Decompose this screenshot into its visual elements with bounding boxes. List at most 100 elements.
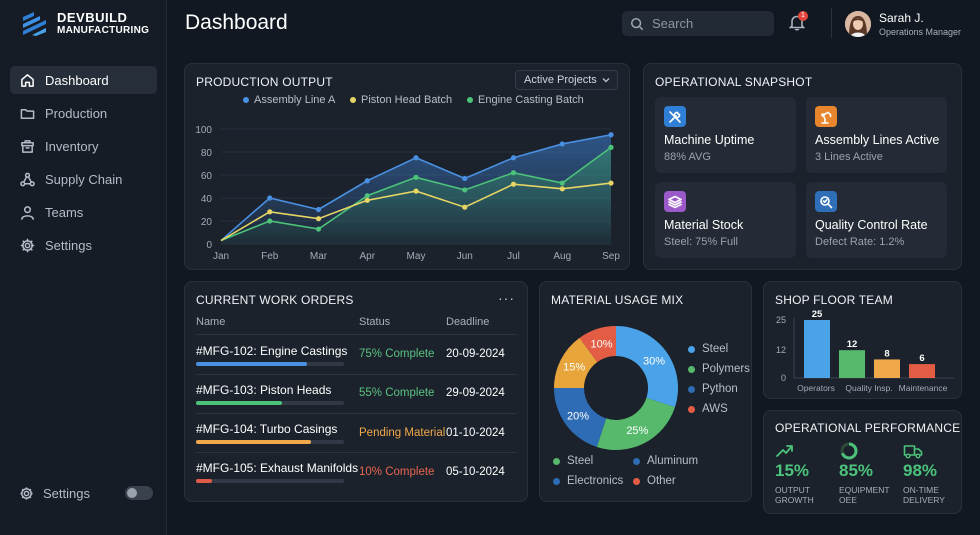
donut-slice[interactable] [579, 326, 616, 363]
gear-icon [20, 238, 35, 252]
data-point[interactable] [364, 178, 370, 184]
legend-item: Piston Head Batch [350, 94, 452, 106]
data-point[interactable] [413, 188, 419, 194]
data-point[interactable] [510, 155, 517, 161]
data-point[interactable] [315, 206, 322, 213]
data-point[interactable] [364, 193, 370, 199]
notifications-button[interactable]: 1 [788, 11, 808, 32]
progress-bar [196, 401, 344, 405]
network-icon [20, 172, 35, 186]
user-name[interactable]: Sarah J. [879, 11, 924, 25]
progress-bar [196, 479, 344, 483]
snapshot-card-machine-uptime[interactable]: Machine Uptime 88% AVG [655, 97, 796, 173]
home-icon [21, 73, 34, 87]
y-tick-label: 100 [195, 125, 212, 136]
legend-item: Python [688, 383, 738, 395]
folder-icon [20, 108, 35, 119]
card-title: Machine Uptime [664, 133, 755, 147]
data-point[interactable] [267, 209, 273, 215]
legend-dot [243, 97, 249, 103]
card-subtitle: 3 Lines Active [815, 151, 883, 163]
data-point[interactable] [413, 155, 419, 161]
donut-slice[interactable] [554, 337, 598, 388]
avatar[interactable] [845, 11, 871, 37]
panel-title: CURRENT WORK ORDERS [196, 293, 354, 307]
data-point[interactable] [559, 186, 565, 192]
sidebar-item-teams[interactable]: Teams [10, 198, 157, 226]
data-point[interactable] [364, 197, 370, 203]
data-point[interactable] [315, 226, 322, 232]
production-chart: 0 20 40 60 80 100 Jan Feb Mar Apr May Jun Jul Aug Sep [195, 125, 620, 262]
legend-item: AWS [688, 403, 728, 415]
bar[interactable] [804, 320, 830, 378]
category-label: Operators [797, 383, 835, 393]
page-title: Dashboard [185, 11, 288, 34]
legend-label: Python [702, 383, 738, 395]
bar[interactable] [839, 350, 865, 378]
data-point[interactable] [413, 174, 419, 180]
more-options-button[interactable]: ··· [498, 290, 515, 306]
project-filter-dropdown[interactable]: Active Projects [515, 70, 618, 90]
sidebar-item-label: Production [45, 105, 108, 121]
column-header-deadline[interactable]: Deadline [446, 316, 490, 328]
legend-dot [688, 365, 695, 373]
column-header-name[interactable]: Name [196, 316, 226, 328]
sidebar-item-dashboard[interactable]: Dashboard [10, 66, 157, 94]
sidebar-item-production[interactable]: Production [10, 99, 157, 127]
sidebar-item-settings[interactable]: Settings [10, 231, 157, 259]
progress-fill [196, 401, 282, 405]
legend-item: Engine Casting Batch [467, 94, 584, 106]
operational-snapshot-panel: OPERATIONAL SNAPSHOT Machine Uptime 88% … [643, 63, 962, 270]
legend-dot [633, 477, 640, 485]
brand-logo-icon [23, 12, 46, 36]
data-point[interactable] [510, 181, 517, 187]
order-deadline: 20-09-2024 [446, 348, 505, 360]
snapshot-card-quality-control[interactable]: Quality Control Rate Defect Rate: 1.2% [806, 182, 947, 258]
data-point[interactable] [462, 187, 468, 193]
data-point[interactable] [315, 216, 322, 222]
truck-icon [903, 445, 923, 459]
legend-dot [688, 385, 695, 393]
legend-item: Other [633, 475, 676, 487]
legend-label: Engine Casting Batch [478, 94, 584, 106]
legend-dot [688, 345, 695, 353]
theme-toggle[interactable] [125, 486, 153, 500]
donut-slice[interactable] [554, 388, 607, 447]
progress-bar [196, 362, 344, 366]
metric-value: 85% [839, 461, 874, 480]
snapshot-card-assembly-lines[interactable]: Assembly Lines Active 3 Lines Active [806, 97, 947, 173]
data-point[interactable] [462, 204, 468, 210]
sidebar-item-supply-chain[interactable]: Supply Chain [10, 165, 157, 193]
donut-slice[interactable] [596, 397, 675, 450]
data-point[interactable] [559, 141, 565, 147]
data-point[interactable] [267, 218, 273, 224]
bar[interactable] [874, 359, 900, 378]
production-output-panel: PRODUCTION OUTPUT Active Projects Assemb… [184, 63, 630, 270]
brand-subname: MANUFACTURING [57, 25, 150, 36]
bottom-settings[interactable]: Settings [19, 484, 153, 502]
panel-title: PRODUCTION OUTPUT [196, 75, 333, 89]
y-tick-label: 0 [206, 240, 212, 251]
data-point[interactable] [559, 180, 565, 186]
progress-bar [196, 440, 344, 444]
snapshot-card-material-stock[interactable]: Material Stock Steel: 75% Full [655, 182, 796, 258]
x-tick-label: Apr [359, 251, 375, 262]
legend-label: Other [647, 475, 676, 487]
sidebar-item-label: Teams [45, 204, 84, 220]
data-point[interactable] [608, 132, 614, 138]
y-tick-label: 0 [781, 373, 786, 383]
bar[interactable] [909, 364, 935, 378]
data-point[interactable] [608, 144, 614, 150]
sidebar-item-inventory[interactable]: Inventory [10, 132, 157, 160]
donut-slice[interactable] [616, 326, 678, 408]
search-input[interactable] [652, 16, 762, 31]
data-point[interactable] [462, 175, 468, 182]
brand-logo[interactable]: DEVBUILD MANUFACTURING [20, 9, 149, 39]
data-point[interactable] [267, 195, 273, 201]
search-box[interactable] [622, 11, 774, 36]
data-point[interactable] [608, 180, 614, 186]
column-header-status[interactable]: Status [359, 316, 391, 328]
data-point[interactable] [510, 170, 517, 176]
bar-value-label: 6 [919, 353, 924, 364]
x-tick-label: Feb [261, 251, 279, 262]
